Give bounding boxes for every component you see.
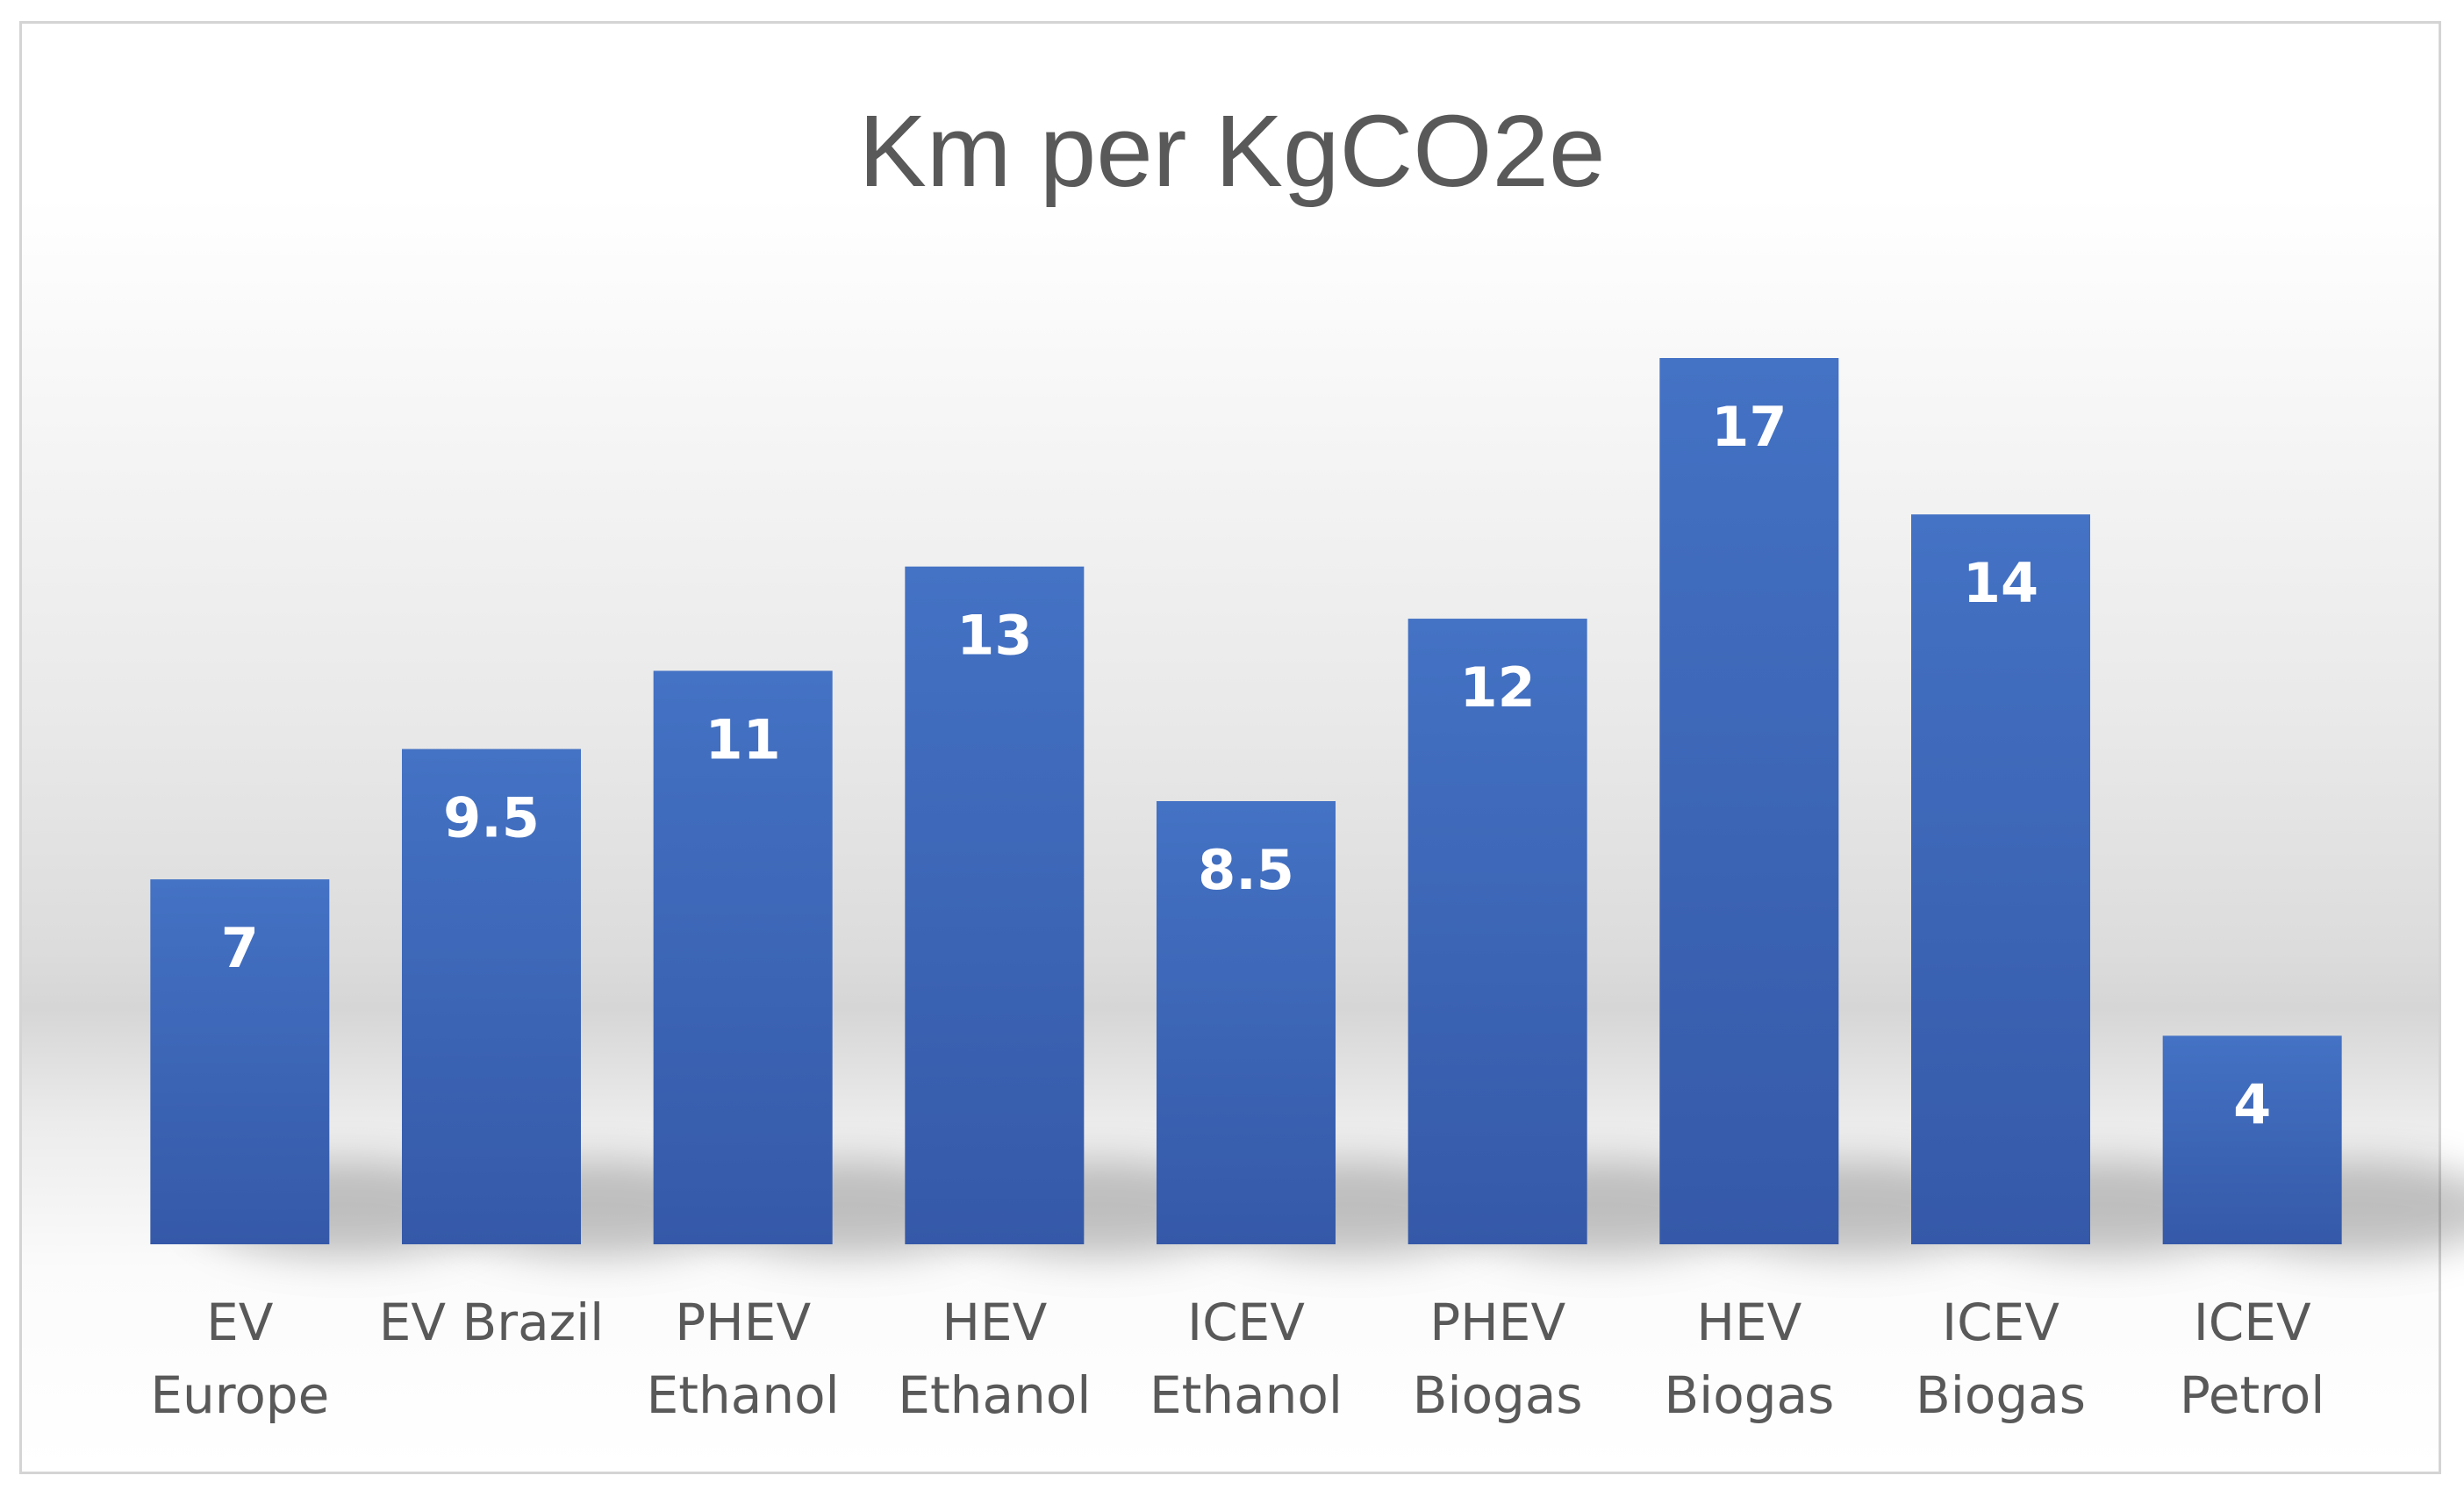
data-label: 4 — [2233, 1072, 2271, 1136]
category-label-line: Ethanol — [647, 1365, 840, 1425]
data-label: 13 — [956, 604, 1032, 668]
category-label-line: EV — [206, 1293, 274, 1352]
bar — [1659, 358, 1839, 1244]
category-label-line: EV Brazil — [379, 1293, 605, 1352]
category-label-line: Petrol — [2180, 1365, 2325, 1425]
bar — [2162, 1035, 2342, 1244]
bar — [150, 879, 330, 1244]
data-label: 11 — [706, 707, 781, 771]
category-label-line: ICEV — [1187, 1293, 1305, 1352]
category-label-line: Ethanol — [1150, 1365, 1343, 1425]
bars — [150, 358, 2342, 1244]
category-label-line: HEV — [1696, 1293, 1801, 1352]
category-label-line: ICEV — [1942, 1293, 2059, 1352]
category-label: ICEV Ethanol — [1150, 1293, 1343, 1425]
category-label: PHEV Ethanol — [647, 1293, 840, 1425]
data-label: 9.5 — [443, 786, 540, 850]
bar — [1157, 801, 1336, 1244]
data-label: 14 — [1963, 551, 2038, 615]
data-label: 7 — [221, 916, 259, 980]
category-label-line: Biogas — [1664, 1365, 1834, 1425]
category-label-line: PHEV — [675, 1293, 811, 1352]
category-label: ICEV Biogas — [1916, 1293, 2086, 1425]
category-label: EV Europe — [150, 1293, 329, 1425]
category-label: HEV Ethanol — [898, 1293, 1091, 1425]
category-label-line: PHEV — [1429, 1293, 1565, 1352]
category-label: ICEV Petrol — [2180, 1293, 2325, 1425]
data-label: 8.5 — [1198, 838, 1294, 902]
category-label: PHEV Biogas — [1413, 1293, 1583, 1425]
bar — [653, 670, 833, 1244]
data-label: 17 — [1711, 395, 1787, 459]
category-label: EV Brazil — [379, 1293, 605, 1352]
category-label: HEV Biogas — [1664, 1293, 1834, 1425]
category-label-line: Biogas — [1413, 1365, 1583, 1425]
category-label-line: Biogas — [1916, 1365, 2086, 1425]
category-label-line: HEV — [942, 1293, 1047, 1352]
bar — [905, 566, 1085, 1244]
data-label: 12 — [1460, 655, 1536, 720]
category-label-line: ICEV — [2194, 1293, 2311, 1352]
bar — [402, 748, 581, 1244]
bar — [1407, 619, 1587, 1244]
chart-title: Km per KgCO2e — [858, 94, 1605, 208]
category-label-line: Europe — [150, 1365, 329, 1425]
category-label-line: Ethanol — [898, 1365, 1091, 1425]
data-labels: 7 9.5 11 13 8.5 12 17 14 4 — [221, 395, 2271, 1136]
bar — [1911, 514, 2090, 1244]
